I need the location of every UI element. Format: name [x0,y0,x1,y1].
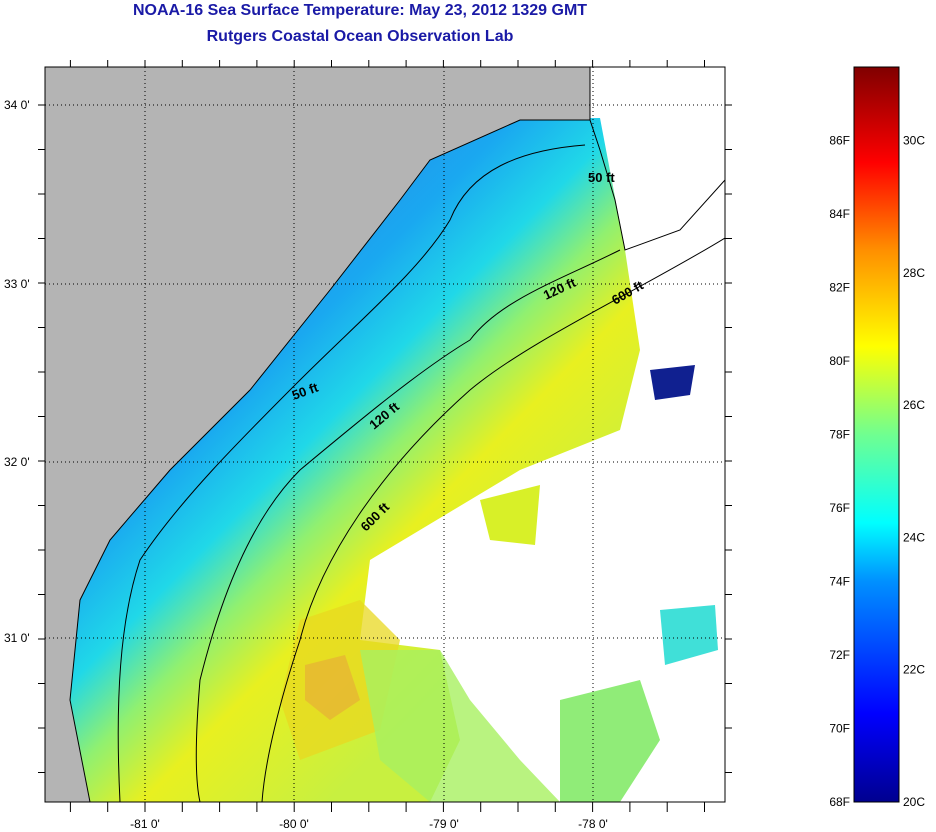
cyan-patch [660,605,718,665]
colorbar-f-label: 72F [829,648,850,662]
map-frame [44,66,726,803]
colorbar-c-label: 22C [903,663,925,677]
lon-label: -81 0' [130,817,160,831]
colorbar [853,66,900,803]
green-patch-east [560,680,660,802]
axis-ticks [38,60,732,812]
coastline [69,119,590,802]
lat-label: 34 0' [4,98,30,112]
map-title: NOAA-16 Sea Surface Temperature: May 23,… [132,2,588,19]
colorbar-f-label: 82F [829,281,850,295]
lon-label: -79 0' [429,817,459,831]
colorbar-f-label: 68F [829,795,850,809]
lon-label: -80 0' [279,817,309,831]
dark-blue-patch [650,365,695,400]
sst-field [70,118,640,802]
colorbar-f-label: 70F [829,722,850,736]
lat-label: 33 0' [4,277,30,291]
colorbar-c-label: 28C [903,266,925,280]
contour-label: 50 ft [588,170,615,185]
contour-50ft [117,144,586,802]
colorbar-c-label: 24C [903,530,925,544]
map-subtitle: Rutgers Coastal Ocean Observation Lab [206,28,514,45]
lon-label: -78 0' [578,817,608,831]
contour-120ft [195,249,621,802]
colorbar-c-label: 30C [903,134,925,148]
nc-coastline [589,67,725,251]
colorbar-c-label: 26C [903,398,925,412]
map-area [45,67,725,802]
lat-label: 32 0' [4,455,30,469]
colorbar-f-label: 74F [829,575,850,589]
colorbar-c-labels: 30C 28C 26C 24C 22C 20C [903,134,925,810]
contour-600ft [261,237,725,802]
warm-core [305,655,360,720]
colorbar-f-label: 80F [829,354,850,368]
colorbar-f-label: 84F [829,207,850,221]
colorbar-f-labels: 86F 84F 82F 80F 78F 76F 74F 72F 70F 68F [829,134,850,810]
colorbar-f-label: 78F [829,428,850,442]
graticule [45,67,725,802]
colorbar-f-label: 76F [829,501,850,515]
yellow-patch [480,485,540,545]
colorbar-c-label: 20C [903,795,925,809]
land [45,67,590,802]
colorbar-f-label: 86F [829,134,850,148]
lat-label: 31 0' [4,631,30,645]
green-band [360,650,560,802]
